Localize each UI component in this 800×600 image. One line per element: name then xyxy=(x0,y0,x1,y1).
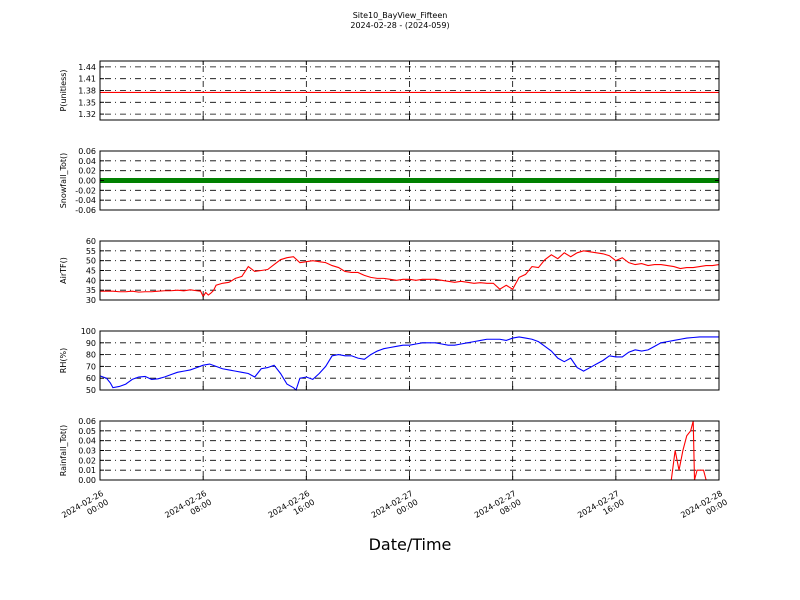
panel-4-ytick-label: 80 xyxy=(86,351,96,360)
panel-5-ylabel: Rainfall_Tot() xyxy=(59,425,68,477)
panel-1-ytick-label: 1.41 xyxy=(78,75,96,84)
panel-2-ylabel: Snowfall_Tot() xyxy=(59,153,68,209)
panel-2-ytick-label: 0.00 xyxy=(78,177,96,186)
panel-3-ytick-label: 55 xyxy=(86,247,96,256)
panel-4-ytick-label: 100 xyxy=(81,327,96,336)
panel-3-ytick-label: 30 xyxy=(86,296,96,305)
x-axis-label: Date/Time xyxy=(368,535,452,554)
panel-4-ytick-label: 70 xyxy=(86,362,96,371)
panel-5-ytick-label: 0.01 xyxy=(78,466,96,475)
panel-2-ytick-label: 0.04 xyxy=(78,157,96,166)
panel-2-ytick-label: 0.06 xyxy=(78,147,96,156)
panel-5-ytick-label: 0.02 xyxy=(78,456,96,465)
panel-2-ytick-label: -0.06 xyxy=(75,206,96,215)
chart-subtitle: 2024-02-28 - (2024-059) xyxy=(350,21,450,30)
panel-1-ylabel: P(unitless) xyxy=(59,69,68,111)
panel-1-ytick-label: 1.35 xyxy=(78,98,96,107)
panel-4-ytick-label: 90 xyxy=(86,339,96,348)
panel-5-ytick-label: 0.06 xyxy=(78,417,96,426)
panel-3-ytick-label: 35 xyxy=(86,286,96,295)
panel-1-ytick-label: 1.38 xyxy=(78,87,96,96)
x-tick-label: 2024-02-2608:00 xyxy=(163,489,213,529)
panel-5-ytick-label: 0.05 xyxy=(78,427,96,436)
x-tick-label: 2024-02-2600:00 xyxy=(60,489,110,529)
panel-3-series-line xyxy=(100,250,720,298)
panel-3-ylabel: AirTF() xyxy=(59,257,68,284)
panel-3-ytick-label: 40 xyxy=(86,276,96,285)
panel-5-ytick-label: 0.03 xyxy=(78,447,96,456)
panel-1-ytick-label: 1.44 xyxy=(78,63,96,72)
panel-5-ytick-label: 0.00 xyxy=(78,476,96,485)
panel-3-ytick-label: 45 xyxy=(86,267,96,276)
panel-2-ytick-label: -0.02 xyxy=(75,186,96,195)
panel-1-ytick-label: 1.32 xyxy=(78,110,96,119)
x-tick-label: 2024-02-2800:00 xyxy=(679,489,729,529)
x-tick-label: 2024-02-2616:00 xyxy=(267,489,317,529)
panel-3-ytick-label: 50 xyxy=(86,257,96,266)
panel-2-ytick-label: 0.02 xyxy=(78,167,96,176)
panel-4-ytick-label: 50 xyxy=(86,386,96,395)
panel-3-ytick-label: 60 xyxy=(86,237,96,246)
x-tick-label: 2024-02-2716:00 xyxy=(576,489,626,529)
panel-4-series-line xyxy=(99,336,719,391)
chart-title: Site10_BayView_Fifteen xyxy=(352,11,448,20)
x-tick-label: 2024-02-2708:00 xyxy=(473,489,523,529)
panel-4-ytick-label: 60 xyxy=(86,374,96,383)
x-tick-label: 2024-02-2700:00 xyxy=(370,489,420,529)
panel-4-ylabel: RH(%) xyxy=(59,348,68,373)
panel-5-ytick-label: 0.04 xyxy=(78,437,96,446)
panel-2-ytick-label: -0.04 xyxy=(75,196,96,205)
